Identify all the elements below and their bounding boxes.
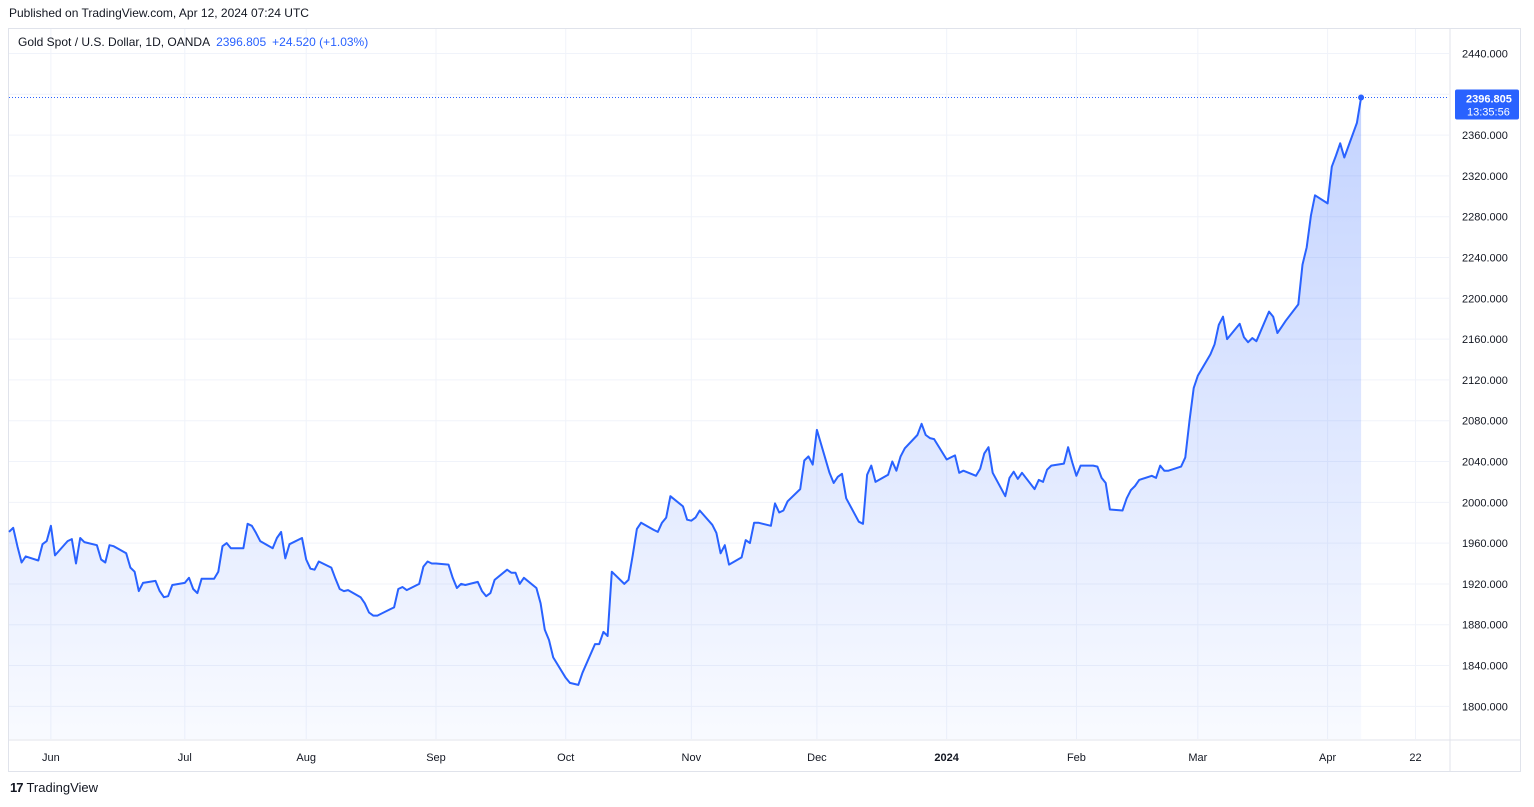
price-tick-label: 2240.000 (1462, 253, 1508, 265)
price-tick-label: 2000.000 (1462, 497, 1508, 509)
chart-frame (8, 28, 1521, 772)
price-tick-label: 2280.000 (1462, 212, 1508, 224)
price-axis[interactable]: 1800.000 1840.000 1880.000 1920.000 1960.000… (1462, 48, 1508, 713)
time-axis[interactable]: Jun Jul Aug Sep Oct Nov Dec 2024 Feb Mar Apr 22 (42, 752, 1422, 764)
published-caption: Published on TradingView.com, Apr 12, 20… (9, 6, 309, 20)
price-tick-label: 1840.000 (1462, 661, 1508, 673)
tradingview-logo-icon: 17 (10, 780, 24, 795)
last-price-badge: 2396.805 13:35:56 (1455, 89, 1519, 120)
symbol-title: Gold Spot / U.S. Dollar, 1D, OANDA (18, 35, 211, 49)
price-tick-label: 1920.000 (1462, 579, 1508, 591)
chart-legend: Gold Spot / U.S. Dollar, 1D, OANDA 2396.8… (18, 35, 368, 49)
legend-change: +24.520 (+1.03%) (272, 35, 369, 49)
time-tick-label: Nov (682, 752, 702, 764)
price-line (8, 97, 1363, 686)
time-tick-label: Feb (1067, 752, 1086, 764)
price-tick-label: 1880.000 (1462, 620, 1508, 632)
price-tick-label: 2360.000 (1462, 130, 1508, 142)
time-tick-label: 22 (1409, 752, 1421, 764)
footer-brand[interactable]: 17 TradingView (10, 780, 98, 795)
time-tick-label: Apr (1319, 752, 1336, 764)
price-area-fill (9, 97, 1362, 739)
price-tick-label: 2040.000 (1462, 457, 1508, 469)
time-tick-label: Jul (178, 752, 192, 764)
price-tick-label: 2080.000 (1462, 416, 1508, 428)
badge-countdown: 13:35:56 (1467, 107, 1510, 119)
badge-price: 2396.805 (1466, 94, 1512, 106)
time-tick-label: Aug (296, 752, 316, 764)
price-tick-label: 2200.000 (1462, 293, 1508, 305)
price-tick-label: 2160.000 (1462, 334, 1508, 346)
brand-name: TradingView (26, 780, 99, 795)
price-tick-label: 2120.000 (1462, 375, 1508, 387)
legend-last-price: 2396.805 (216, 35, 267, 49)
time-tick-label: Mar (1188, 752, 1207, 764)
price-tick-label: 1960.000 (1462, 538, 1508, 550)
price-tick-label: 2440.000 (1462, 48, 1508, 60)
time-tick-label: Oct (557, 752, 574, 764)
time-tick-label: Sep (426, 752, 446, 764)
time-tick-label: 2024 (934, 752, 959, 764)
price-tick-label: 1800.000 (1462, 701, 1508, 713)
time-tick-label: Dec (807, 752, 827, 764)
last-price-dot (1358, 94, 1365, 101)
time-tick-label: Jun (42, 752, 60, 764)
price-tick-label: 2320.000 (1462, 171, 1508, 183)
